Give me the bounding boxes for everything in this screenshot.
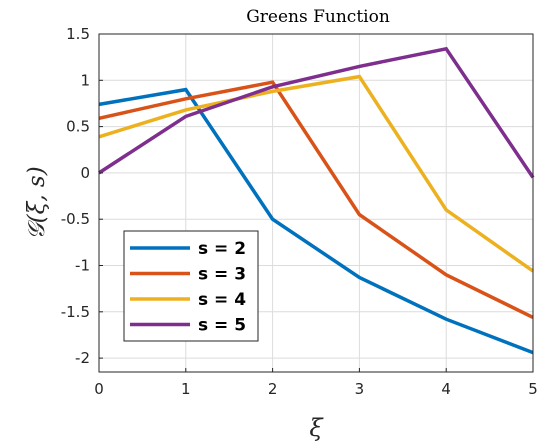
y-tick-label: 0 xyxy=(80,164,90,182)
x-axis-label: ξ xyxy=(309,414,324,442)
series-line-1 xyxy=(98,87,534,355)
legend: s = 2 s = 3 s = 4 s = 5 xyxy=(123,230,259,342)
x-tick-label: 5 xyxy=(528,380,538,398)
legend-label-3: s = 4 xyxy=(198,290,246,310)
series-line-2 xyxy=(98,80,534,319)
y-tick-label: 1.5 xyxy=(66,25,90,43)
x-tick-label: 2 xyxy=(268,380,278,398)
x-tick-label: 4 xyxy=(441,380,451,398)
x-tick-labels: 0 1 2 3 4 5 xyxy=(94,368,538,398)
series-lines xyxy=(98,46,535,355)
y-tick-label: -2 xyxy=(75,349,90,367)
legend-label-4: s = 5 xyxy=(198,316,246,336)
x-tick-label: 3 xyxy=(355,380,365,398)
legend-label-1: s = 2 xyxy=(198,239,246,259)
y-tick-label: -1.5 xyxy=(61,303,90,321)
y-tick-label: -0.5 xyxy=(61,210,90,228)
legend-label-2: s = 3 xyxy=(198,265,246,285)
x-tick-label: 1 xyxy=(181,380,191,398)
y-tick-label: -1 xyxy=(75,257,90,275)
chart-title: Greens Function xyxy=(246,7,390,27)
y-tick-labels: 1.5 1 0.5 0 -0.5 -1 -1.5 -2 xyxy=(61,25,103,367)
series-line-4 xyxy=(98,46,535,179)
y-axis-label: 𝒢(ξ, s) xyxy=(24,166,50,239)
y-tick-label: 1 xyxy=(80,71,90,89)
y-tick-label: 0.5 xyxy=(66,118,90,136)
x-tick-label: 0 xyxy=(94,380,104,398)
plot-frame xyxy=(98,33,534,373)
series-line-3 xyxy=(98,74,535,273)
